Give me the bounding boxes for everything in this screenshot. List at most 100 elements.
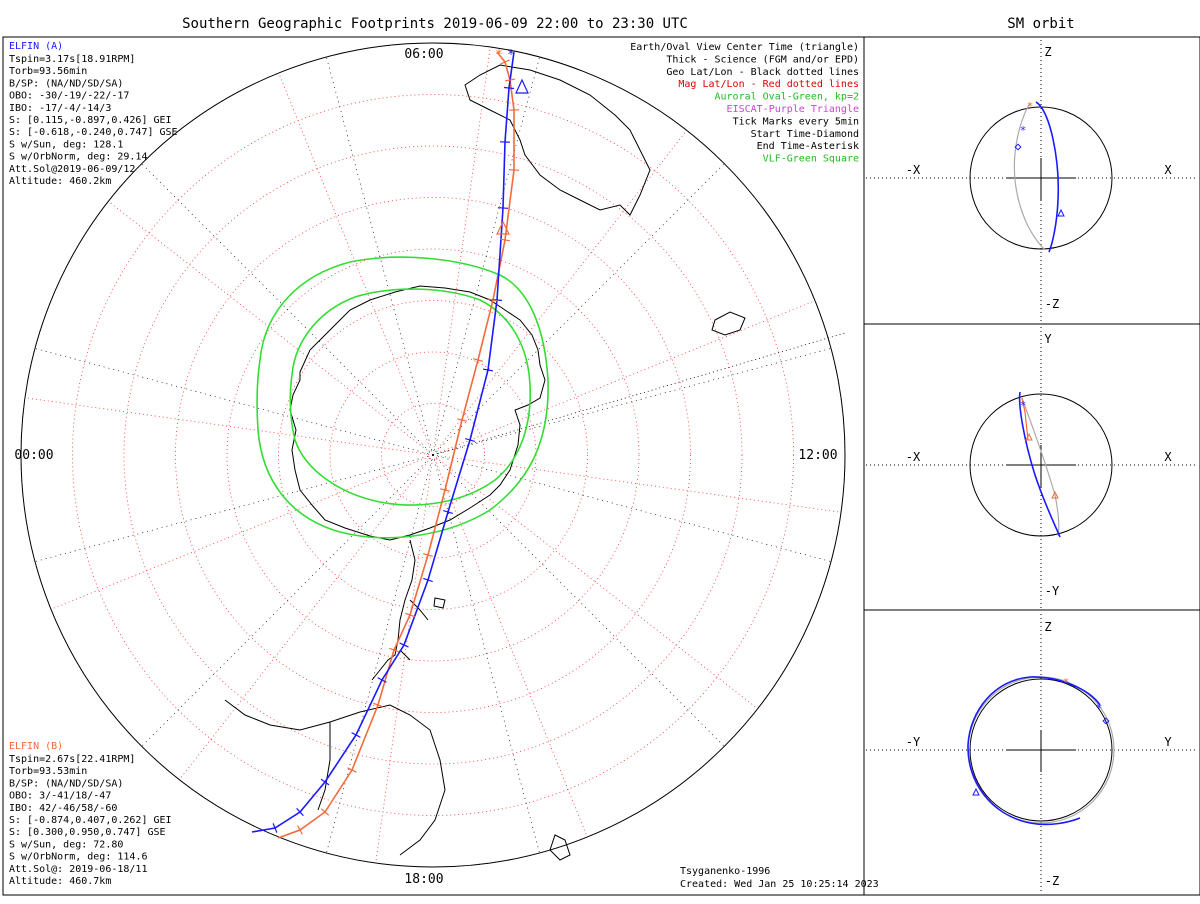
elfin-a-ticks <box>273 88 514 833</box>
label-bottom: -Y <box>1045 584 1060 598</box>
elfin-a-info-line: Tspin=3.17s[18.91RPM] <box>9 54 135 65</box>
elfin-a-center-triangle <box>516 80 528 93</box>
clock-label-left: 00:00 <box>14 448 53 463</box>
clock-label-bottom: 18:00 <box>404 872 443 887</box>
clock-label-top: 06:00 <box>404 47 443 62</box>
label-right: Y <box>1164 735 1172 749</box>
geo-lon-line <box>433 455 540 853</box>
label-bottom: -Z <box>1045 874 1059 888</box>
australia-coastline <box>465 65 650 215</box>
elfin-a-info-line: B/SP: (NA/ND/SD/SA) <box>9 78 123 89</box>
label-top: Y <box>1044 332 1052 346</box>
label-left: -X <box>906 163 921 177</box>
legend-item: Tick Marks every 5min <box>733 116 859 127</box>
geo-lon-line <box>142 455 433 746</box>
mag-lon-line <box>433 455 758 709</box>
label-left: -Y <box>906 735 921 749</box>
elfin-a-info-line: Att.Sol@2019-06-09/12 <box>9 164 135 175</box>
geo-lon-line <box>433 455 724 746</box>
elfin-b-info-line: OBO: 3/-41/18/-47 <box>9 791 111 802</box>
elfin-a-info-line: Altitude: 460.2km <box>9 176 111 187</box>
elfin-b-info-line: Tspin=2.67s[22.41RPM] <box>9 754 135 765</box>
geo-lon-line <box>142 164 433 455</box>
label-bottom: -Z <box>1045 297 1059 311</box>
elfin-b-info-line: S w/Sun, deg: 72.80 <box>9 839 123 850</box>
mag-lon-line <box>108 201 433 455</box>
auroral-oval-outer <box>257 257 548 538</box>
orbit-panel-xz: Z -Z -X X * * <box>866 40 1198 322</box>
credit-created: Created: Wed Jan 25 10:25:14 2023 <box>680 879 879 890</box>
orbit-b <box>1022 398 1059 536</box>
label-top: Z <box>1044 45 1051 59</box>
orbit-panel-yz: Z -Z -Y Y * * <box>866 614 1198 893</box>
island-1 <box>434 598 445 608</box>
geo-lon-line <box>433 348 831 455</box>
legend-item: Auroral Oval-Green, kp=2 <box>715 92 860 103</box>
mag-lon-line <box>279 73 433 455</box>
polar-map: * * 06:00 00:00 12:00 18:00 <box>14 43 845 887</box>
elfin-a-info-line: S: [-0.618,-0.240,0.747] GSE <box>9 127 178 138</box>
legend-item: Thick - Science (FGM and/or EPD) <box>666 54 859 65</box>
asterisk-a: * <box>1020 399 1027 412</box>
elfin-a-info-line: S w/OrbNorm, deg: 29.14 <box>9 152 147 163</box>
mag-lon-line <box>51 455 433 609</box>
elfin-a-tick <box>498 208 508 209</box>
label-top: Z <box>1044 620 1051 634</box>
legend-item: Earth/Oval View Center Time (triangle) <box>630 42 859 53</box>
elfin-a-info-line: S: [0.115,-0.897,0.426] GEI <box>9 115 172 126</box>
asterisk-b: * <box>1027 100 1034 113</box>
orbit-title: SM orbit <box>1007 16 1074 32</box>
label-right: X <box>1164 163 1172 177</box>
elfin-b-info-line: S w/OrbNorm, deg: 114.6 <box>9 852 147 863</box>
new-zealand-coastline <box>712 312 745 335</box>
mag-lon-line <box>433 301 815 455</box>
elfin-b-title: ELFIN (B) <box>9 741 63 752</box>
geo-lon-line <box>326 455 433 853</box>
elfin-a-tick <box>321 779 329 785</box>
auroral-oval <box>257 257 548 538</box>
asterisk-a: * <box>1096 702 1103 715</box>
elfin-b-end-asterisk: * <box>495 48 503 63</box>
asterisk-b: * <box>1063 676 1070 689</box>
orbit-panel-xy: Y -Y -X X * <box>866 327 1198 608</box>
geo-grid <box>21 43 845 867</box>
elfin-b-info-line: S: [-0.874,0.407,0.262] GEI <box>9 815 172 826</box>
legend-item: VLF-Green Square <box>763 154 859 165</box>
madagascar-coastline <box>550 835 570 860</box>
south-america-coastline <box>372 540 428 680</box>
orbit-a <box>1036 102 1058 252</box>
sun-direction-line <box>433 333 845 455</box>
elfin-a-info-line: S w/Sun, deg: 128.1 <box>9 139 123 150</box>
elfin-a-info: ELFIN (A) Tspin=3.17s[18.91RPM]Torb=93.5… <box>9 41 178 187</box>
elfin-a-track <box>252 52 514 832</box>
legend-item: Start Time-Diamond <box>751 129 859 140</box>
elfin-b-info-line: Att.Sol@: 2019-06-18/11 <box>9 864 147 875</box>
legend-item: End Time-Asterisk <box>757 141 859 152</box>
legend-item: Geo Lat/Lon - Black dotted lines <box>666 67 859 78</box>
main-title: Southern Geographic Footprints 2019-06-0… <box>182 16 688 32</box>
label-left: -X <box>906 450 921 464</box>
mag-lon-line <box>25 398 433 455</box>
clock-label-right: 12:00 <box>798 448 837 463</box>
elfin-b-info-line: S: [0.300,0.950,0.747] GSE <box>9 827 166 838</box>
elfin-b-info-line: Torb=93.53min <box>9 766 87 777</box>
legend-item: Mag Lat/Lon - Red dotted lines <box>678 79 859 90</box>
elfin-b-info-line: IBO: 42/-46/58/-60 <box>9 803 117 814</box>
elfin-a-info-line: IBO: -17/-4/-14/3 <box>9 103 111 114</box>
credit-model: Tsyganenko-1996 <box>680 866 770 877</box>
legend-item: EISCAT-Purple Triangle <box>727 104 859 115</box>
triangle-a <box>1058 210 1064 216</box>
legend: Earth/Oval View Center Time (triangle)Th… <box>630 42 859 165</box>
elfin-a-tick <box>504 88 514 89</box>
elfin-b-info: ELFIN (B) Tspin=2.67s[22.41RPM]Torb=93.5… <box>9 741 172 887</box>
orbit-panel-3-frame <box>864 610 1200 895</box>
elfin-b-ticks <box>298 60 519 835</box>
antarctica-coastline <box>290 286 545 540</box>
asterisk-a: * <box>1020 124 1027 137</box>
elfin-a-info-line: OBO: -30/-19/-22/-17 <box>9 91 129 102</box>
elfin-b-info-line: Altitude: 460.7km <box>9 876 111 887</box>
elfin-a-title: ELFIN (A) <box>9 41 63 52</box>
orbit-panel-1-frame <box>864 37 1200 324</box>
label-right: X <box>1164 450 1172 464</box>
triangle-a <box>973 789 979 795</box>
